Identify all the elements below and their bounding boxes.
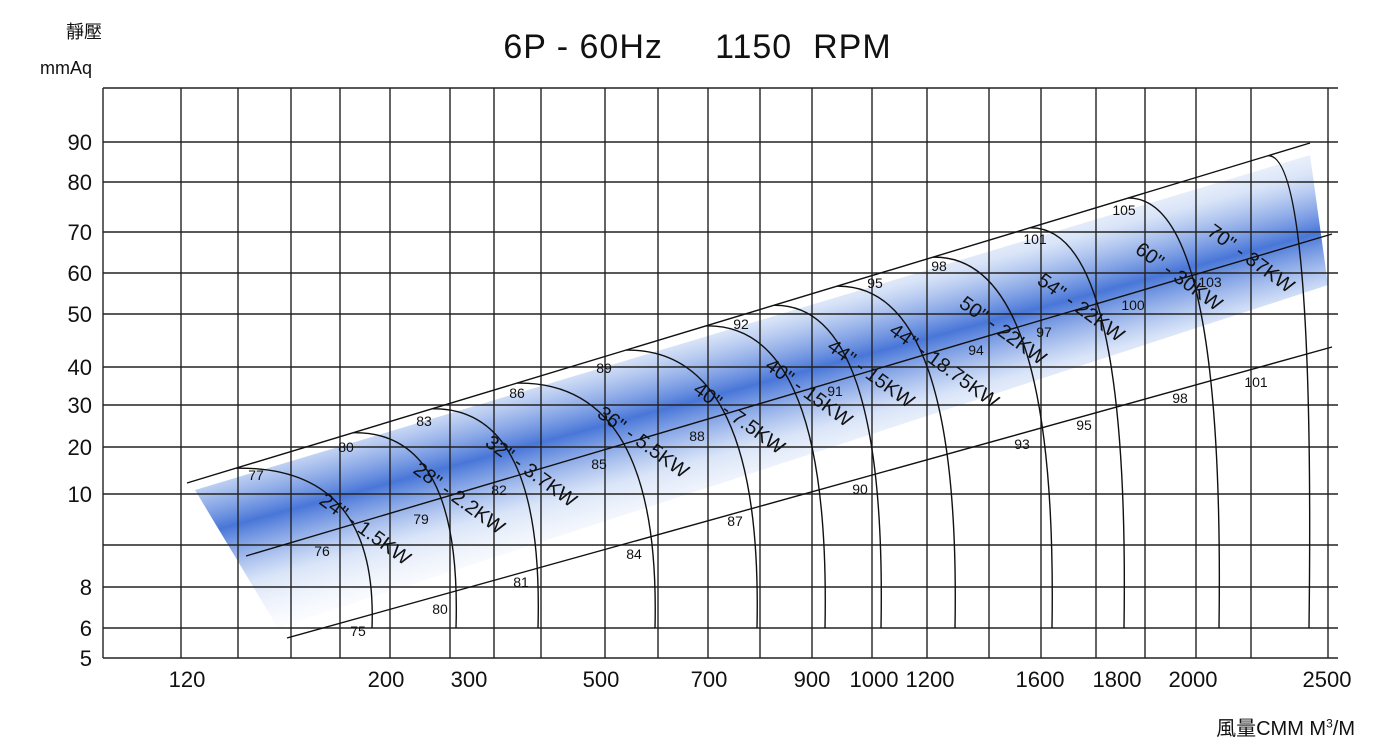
fan-curve: [625, 349, 758, 629]
efficiency-label: 79: [413, 511, 429, 527]
efficiency-label: 101: [1023, 231, 1047, 247]
efficiency-label: 101: [1244, 374, 1268, 390]
y-axis-label-quantity: 靜壓: [66, 22, 102, 42]
x-tick-label: 120: [169, 667, 206, 692]
y-tick-label: 5: [80, 646, 92, 671]
x-tick-label: 1800: [1093, 667, 1142, 692]
efficiency-label: 86: [509, 385, 525, 401]
y-tick-label: 40: [68, 355, 92, 380]
efficiency-label: 80: [338, 439, 354, 455]
efficiency-label: 82: [491, 482, 507, 498]
fan-curve: [1267, 155, 1311, 629]
efficiency-label: 75: [350, 623, 366, 639]
x-tick-label: 300: [451, 667, 488, 692]
y-tick-label: 80: [68, 170, 92, 195]
efficiency-label: 84: [626, 546, 642, 562]
y-tick-label: 20: [68, 435, 92, 460]
efficiency-label: 90: [852, 481, 868, 497]
efficiency-label: 100: [1121, 297, 1145, 313]
fan-curve: [235, 467, 373, 629]
efficiency-label: 98: [931, 258, 947, 274]
chart-title: 6P - 60Hz 1150 RPM: [503, 28, 892, 66]
fan-curve: [836, 285, 956, 629]
efficiency-label: 81: [513, 574, 529, 590]
x-tick-label: 1200: [906, 667, 955, 692]
fan-curve: [516, 382, 656, 629]
y-axis-label: 靜壓 mmAq: [40, 14, 102, 86]
y-tick-label: 50: [68, 302, 92, 327]
y-axis-label-unit: mmAq: [40, 58, 93, 78]
x-tick-label: 2000: [1169, 667, 1218, 692]
x-tick-label: 200: [368, 667, 405, 692]
upper-boundary-line: [186, 142, 1311, 484]
x-tick-label: 900: [794, 667, 831, 692]
efficiency-label: 76: [314, 543, 330, 559]
fan-curve: [705, 325, 826, 629]
fan-curve: [1029, 227, 1126, 629]
efficiency-label: 95: [867, 275, 883, 291]
efficiency-label: 88: [689, 428, 705, 444]
y-tick-label: 90: [68, 130, 92, 155]
efficiency-label: 91: [827, 383, 843, 399]
efficiency-label: 93: [1014, 436, 1030, 452]
x-tick-label: 1600: [1016, 667, 1065, 692]
efficiency-label: 103: [1198, 274, 1222, 290]
fan-curve: [352, 432, 458, 629]
y-tick-label: 70: [68, 220, 92, 245]
y-tick-label: 10: [68, 482, 92, 507]
efficiency-label: 94: [968, 342, 984, 358]
efficiency-label: 105: [1112, 202, 1136, 218]
efficiency-label: 97: [1036, 324, 1052, 340]
y-tick-label: 30: [68, 393, 92, 418]
x-axis-label-superscript: 3: [1326, 716, 1333, 731]
fan-curve: [773, 304, 883, 629]
x-axis-label: 風量CMM M3/M: [1216, 712, 1355, 741]
efficiency-label: 80: [432, 601, 448, 617]
efficiency-label: 87: [727, 513, 743, 529]
y-tick-label: 8: [80, 575, 92, 600]
x-tick-label: 2500: [1303, 667, 1352, 692]
x-axis-label-tail: /M: [1332, 718, 1355, 740]
y-tick-label: 6: [80, 616, 92, 641]
y-tick-label: 60: [68, 261, 92, 286]
fan-curve: [431, 408, 540, 629]
efficiency-label: 98: [1172, 390, 1188, 406]
efficiency-label: 95: [1076, 417, 1092, 433]
efficiency-band: [195, 155, 1328, 628]
lower-boundary-line: [286, 346, 1333, 639]
efficiency-label: 85: [591, 456, 607, 472]
efficiency-label: 89: [596, 360, 612, 376]
x-axis-label-text: 風量CMM M: [1216, 718, 1327, 740]
x-tick-label: 1000: [850, 667, 899, 692]
efficiency-label: 92: [733, 316, 749, 332]
fan-curve: [1127, 197, 1221, 629]
x-tick-label: 500: [583, 667, 620, 692]
efficiency-label: 77: [248, 467, 264, 483]
fan-curve: [932, 256, 1053, 629]
center-system-line: [245, 233, 1333, 557]
efficiency-label: 83: [416, 413, 432, 429]
x-tick-label: 700: [691, 667, 728, 692]
